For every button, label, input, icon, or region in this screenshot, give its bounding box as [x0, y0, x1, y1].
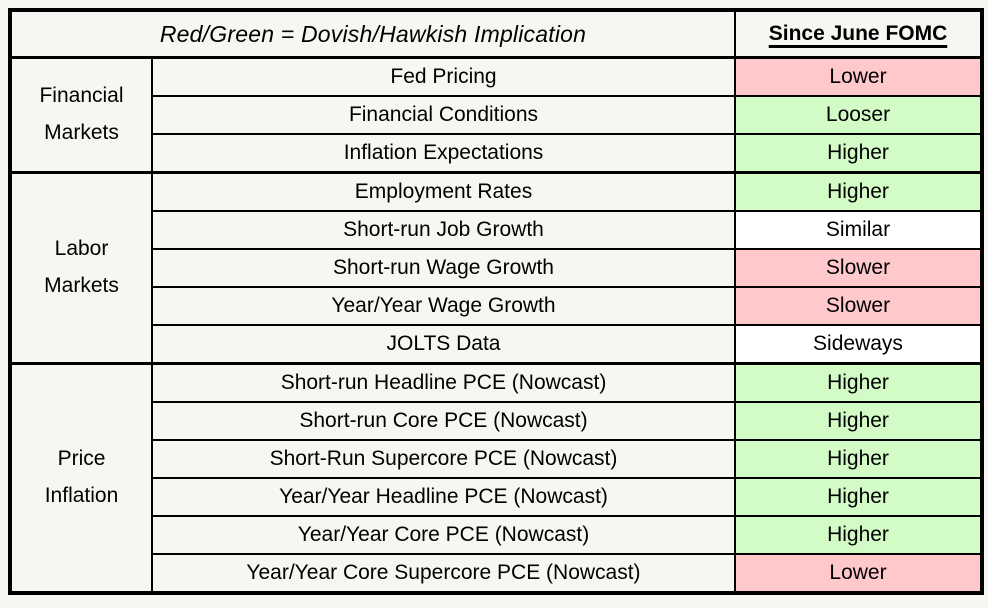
table-row: Year/Year Core Supercore PCE (Nowcast) L… — [10, 552, 983, 595]
value-column-header-label: Since June FOMC — [768, 22, 948, 45]
status-cell: Higher — [734, 514, 983, 555]
indicator-cell: Financial Conditions — [151, 95, 736, 135]
group-name: Labor Markets — [44, 237, 119, 298]
implications-table: Red/Green = Dovish/Hawkish Implication S… — [8, 8, 984, 595]
status-cell: Sideways — [734, 323, 983, 365]
indicator-cell: Year/Year Core PCE (Nowcast) — [151, 514, 736, 555]
table-row: Year/Year Wage Growth Slower — [10, 285, 983, 326]
indicator-cell: Fed Pricing — [151, 56, 736, 98]
table-row: Short-run Wage Growth Slower — [10, 248, 983, 288]
status-cell: Higher — [734, 132, 983, 174]
table-title: Red/Green = Dovish/Hawkish Implication — [9, 9, 736, 59]
table-header-row: Red/Green = Dovish/Hawkish Implication S… — [9, 9, 983, 59]
status-cell: Higher — [734, 401, 983, 441]
status-cell: Higher — [734, 438, 983, 479]
status-cell: Higher — [734, 361, 983, 404]
indicator-cell: Year/Year Core Supercore PCE (Nowcast) — [151, 552, 736, 595]
table-row: JOLTS Data Sideways — [10, 323, 983, 365]
status-cell: Lower — [734, 56, 983, 98]
status-cell: Slower — [734, 285, 983, 326]
indicator-cell: Short-run Job Growth — [151, 210, 736, 251]
group-label-financial-markets: Financial Markets — [9, 55, 153, 174]
status-cell: Higher — [734, 476, 983, 517]
table-row: Price Inflation Short-run Headline PCE (… — [9, 361, 983, 594]
status-cell: Similar — [734, 210, 983, 251]
status-cell: Lower — [734, 552, 983, 595]
indicator-cell: Short-run Wage Growth — [151, 248, 736, 288]
group-label-labor-markets: Labor Markets — [9, 171, 153, 365]
table-row: Short-Run Supercore PCE (Nowcast) Higher — [10, 438, 983, 479]
status-cell: Higher — [734, 171, 983, 213]
indicator-cell: JOLTS Data — [151, 323, 736, 365]
table-row: Financial Conditions Looser — [10, 95, 983, 135]
status-cell: Slower — [734, 248, 983, 288]
indicator-cell: Inflation Expectations — [151, 132, 736, 174]
value-column-header: Since June FOMC — [734, 9, 983, 59]
group-name: Financial Markets — [39, 84, 124, 145]
indicator-cell: Year/Year Headline PCE (Nowcast) — [151, 476, 736, 517]
table-row: Year/Year Core PCE (Nowcast) Higher — [10, 514, 983, 555]
table-row: Short-run Core PCE (Nowcast) Higher — [10, 401, 983, 441]
indicator-cell: Employment Rates — [151, 171, 736, 213]
group-label-price-inflation: Price Inflation — [9, 361, 153, 594]
indicator-cell: Short-run Headline PCE (Nowcast) — [151, 361, 736, 404]
status-cell: Looser — [734, 95, 983, 135]
indicator-cell: Year/Year Wage Growth — [151, 285, 736, 326]
table-row: Inflation Expectations Higher — [10, 132, 983, 174]
group-name: Price Inflation — [44, 447, 119, 507]
indicator-cell: Short-Run Supercore PCE (Nowcast) — [151, 438, 736, 479]
indicator-cell: Short-run Core PCE (Nowcast) — [151, 401, 736, 441]
table-row: Short-run Job Growth Similar — [10, 210, 983, 251]
table-row: Year/Year Headline PCE (Nowcast) Higher — [10, 476, 983, 517]
table-row: Financial Markets Fed Pricing Lower — [9, 55, 983, 174]
table-row: Labor Markets Employment Rates Higher — [9, 171, 983, 365]
